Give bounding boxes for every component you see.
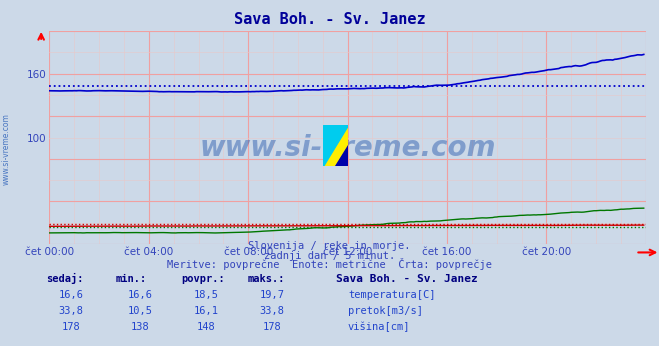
Text: 16,6: 16,6 xyxy=(128,290,153,300)
Text: temperatura[C]: temperatura[C] xyxy=(348,290,436,300)
Text: 33,8: 33,8 xyxy=(260,306,285,316)
Text: www.si-vreme.com: www.si-vreme.com xyxy=(200,134,496,162)
Text: 138: 138 xyxy=(131,322,150,332)
Text: www.si-vreme.com: www.si-vreme.com xyxy=(2,113,11,185)
Polygon shape xyxy=(323,125,348,166)
Text: 148: 148 xyxy=(197,322,215,332)
Text: Sava Boh. - Sv. Janez: Sava Boh. - Sv. Janez xyxy=(336,274,478,284)
Text: višina[cm]: višina[cm] xyxy=(348,321,411,332)
Text: zadnji dan / 5 minut.: zadnji dan / 5 minut. xyxy=(264,251,395,261)
Text: sedaj:: sedaj: xyxy=(46,273,84,284)
Text: 178: 178 xyxy=(62,322,80,332)
Text: 33,8: 33,8 xyxy=(59,306,84,316)
Text: 16,1: 16,1 xyxy=(194,306,219,316)
Text: 19,7: 19,7 xyxy=(260,290,285,300)
Text: min.:: min.: xyxy=(115,274,146,284)
Text: Sava Boh. - Sv. Janez: Sava Boh. - Sv. Janez xyxy=(234,12,425,27)
Text: 16,6: 16,6 xyxy=(59,290,84,300)
Text: Meritve: povprečne  Enote: metrične  Črta: povprečje: Meritve: povprečne Enote: metrične Črta:… xyxy=(167,258,492,271)
Text: pretok[m3/s]: pretok[m3/s] xyxy=(348,306,423,316)
Polygon shape xyxy=(323,125,348,166)
Text: maks.:: maks.: xyxy=(247,274,285,284)
Text: Slovenija / reke in morje.: Slovenija / reke in morje. xyxy=(248,241,411,251)
Polygon shape xyxy=(335,145,348,166)
Text: 10,5: 10,5 xyxy=(128,306,153,316)
Text: povpr.:: povpr.: xyxy=(181,274,225,284)
Text: 18,5: 18,5 xyxy=(194,290,219,300)
Text: 178: 178 xyxy=(263,322,281,332)
